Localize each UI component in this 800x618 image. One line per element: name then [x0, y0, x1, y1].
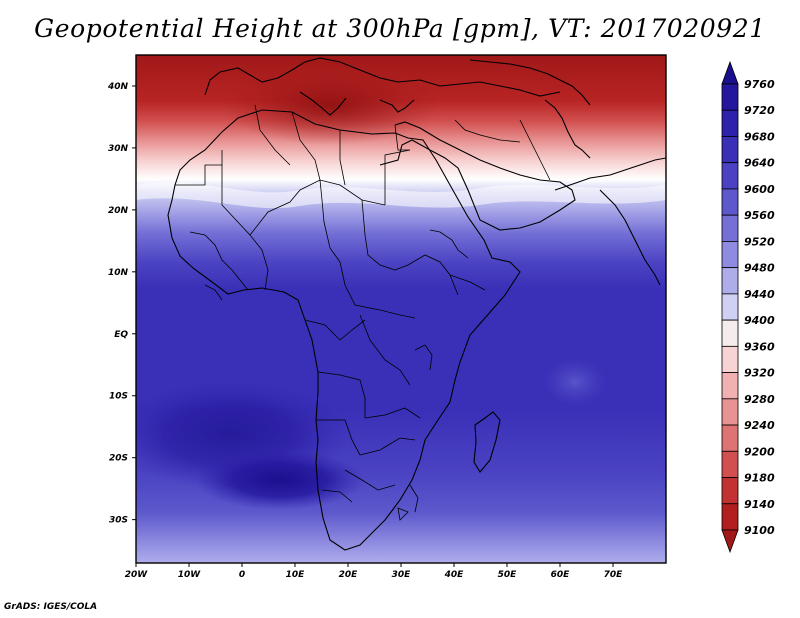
colorbar-level-label: 9100: [744, 524, 775, 537]
colorbar-level-label: 9560: [744, 209, 775, 222]
lon-tick-label: 10E: [286, 570, 306, 580]
colorbar-swatch: [721, 241, 739, 269]
lon-tick-label: 30E: [392, 570, 412, 580]
lat-tick-label: 30N: [108, 144, 129, 154]
colorbar-level-label: 9680: [744, 130, 775, 143]
field-shading: [136, 55, 666, 563]
lat-tick-label: EQ: [114, 330, 128, 340]
latitude-axis: 40N 30N 20N 10N EQ 10S 20S 30S: [107, 82, 136, 526]
colorbar-swatch: [721, 398, 739, 426]
coastlines: [167, 57, 666, 551]
lat-tick-label: 30S: [109, 516, 128, 526]
lon-tick-label: 0: [239, 570, 245, 580]
country-borders: [175, 104, 551, 521]
colorbar-level-label: 9480: [744, 262, 775, 275]
colorbar-level-label: 9200: [744, 445, 775, 458]
colorbar-level-label: 9180: [744, 472, 775, 485]
colorbar-swatch: [721, 109, 739, 137]
lon-tick-label: 60E: [551, 570, 571, 580]
lat-tick-label: 10N: [108, 268, 129, 278]
colorbar-level-label: 9640: [744, 157, 775, 170]
lat-tick-label: 20N: [108, 206, 129, 216]
colorbar-swatch: [721, 293, 739, 321]
colorbar-level-label: 9320: [744, 367, 775, 380]
colorbar-swatch: [721, 450, 739, 478]
colorbar-level-label: 9360: [744, 340, 775, 353]
colorbar-level-label: 9400: [744, 314, 775, 327]
colorbar-level-label: 9440: [744, 288, 775, 301]
colorbar-level-label: 9280: [744, 393, 775, 406]
colorbar-level-label: 9240: [744, 419, 775, 432]
longitude-axis: 20W 10W 0 10E 20E 30E 40E 50E 60E 70E: [125, 563, 623, 580]
lon-tick-label: 50E: [498, 570, 518, 580]
colorbar-swatch: [721, 214, 739, 242]
colorbar-swatch: [721, 424, 739, 452]
colorbar-level-label: 9720: [744, 104, 775, 117]
colorbar-swatch: [721, 372, 739, 400]
colorbar: 9760 9720 9680 9640 9600 9560 9520 9480 9440 9400…: [721, 60, 775, 554]
colorbar-level-label: 9520: [744, 235, 775, 248]
lat-tick-label: 20S: [109, 454, 128, 464]
colorbar-swatch: [721, 136, 739, 164]
colorbar-bottom-arrow: [721, 529, 739, 554]
footer-credit: GrADS: IGES/COLA: [4, 602, 98, 612]
chart-title: Geopotential Height at 300hPa [gpm], VT:…: [34, 14, 766, 43]
colorbar-top-arrow: [721, 60, 739, 85]
colorbar-swatch: [721, 83, 739, 111]
colorbar-level-label: 9760: [744, 78, 775, 91]
colorbar-swatch: [721, 162, 739, 190]
lon-tick-label: 10W: [178, 570, 202, 580]
colorbar-swatch: [721, 319, 739, 347]
colorbar-swatch: [721, 477, 739, 505]
colorbar-swatch: [721, 267, 739, 295]
lon-tick-label: 40E: [444, 570, 465, 580]
colorbar-level-label: 9140: [744, 498, 775, 511]
lat-tick-label: 10S: [109, 392, 128, 402]
lon-tick-label: 70E: [604, 570, 624, 580]
colorbar-swatch: [721, 188, 739, 216]
lat-tick-label: 40N: [107, 82, 129, 92]
lon-tick-label: 20E: [339, 570, 359, 580]
colorbar-swatch: [721, 503, 739, 531]
colorbar-swatch: [721, 345, 739, 373]
colorbar-level-label: 9600: [744, 183, 775, 196]
lon-tick-label: 20W: [125, 570, 149, 580]
